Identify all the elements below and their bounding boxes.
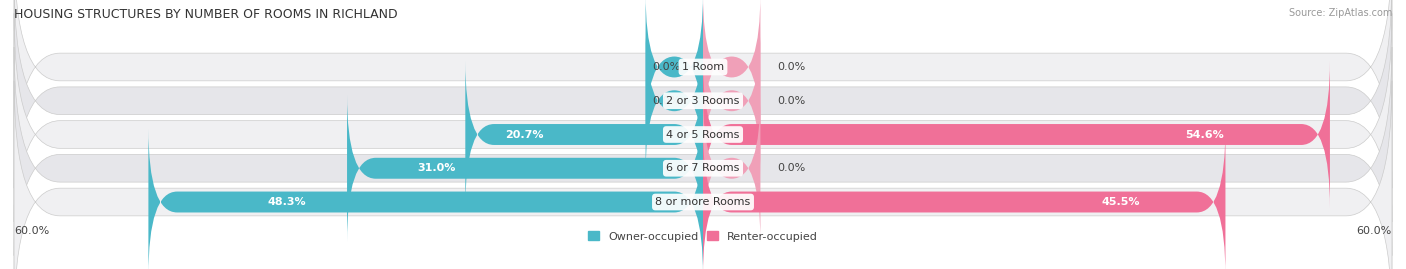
FancyBboxPatch shape	[14, 0, 1392, 188]
FancyBboxPatch shape	[14, 13, 1392, 256]
FancyBboxPatch shape	[645, 27, 703, 175]
Text: 31.0%: 31.0%	[416, 163, 456, 173]
Text: 8 or more Rooms: 8 or more Rooms	[655, 197, 751, 207]
FancyBboxPatch shape	[14, 47, 1392, 269]
Legend: Owner-occupied, Renter-occupied: Owner-occupied, Renter-occupied	[583, 227, 823, 246]
FancyBboxPatch shape	[14, 0, 1392, 222]
FancyBboxPatch shape	[347, 94, 703, 242]
Text: 4 or 5 Rooms: 4 or 5 Rooms	[666, 129, 740, 140]
Text: 0.0%: 0.0%	[652, 96, 681, 106]
Text: 60.0%: 60.0%	[14, 226, 49, 236]
Text: 60.0%: 60.0%	[1357, 226, 1392, 236]
FancyBboxPatch shape	[645, 0, 703, 141]
Text: 2 or 3 Rooms: 2 or 3 Rooms	[666, 96, 740, 106]
FancyBboxPatch shape	[703, 94, 761, 242]
FancyBboxPatch shape	[14, 81, 1392, 269]
FancyBboxPatch shape	[703, 61, 1330, 208]
Text: 45.5%: 45.5%	[1102, 197, 1140, 207]
FancyBboxPatch shape	[703, 128, 1226, 269]
Text: 0.0%: 0.0%	[652, 62, 681, 72]
Text: 1 Room: 1 Room	[682, 62, 724, 72]
Text: HOUSING STRUCTURES BY NUMBER OF ROOMS IN RICHLAND: HOUSING STRUCTURES BY NUMBER OF ROOMS IN…	[14, 8, 398, 21]
Text: 0.0%: 0.0%	[778, 96, 806, 106]
FancyBboxPatch shape	[703, 27, 761, 175]
FancyBboxPatch shape	[149, 128, 703, 269]
Text: 0.0%: 0.0%	[778, 163, 806, 173]
Text: 48.3%: 48.3%	[267, 197, 307, 207]
Text: 20.7%: 20.7%	[506, 129, 544, 140]
Text: 6 or 7 Rooms: 6 or 7 Rooms	[666, 163, 740, 173]
FancyBboxPatch shape	[465, 61, 703, 208]
Text: 54.6%: 54.6%	[1185, 129, 1225, 140]
FancyBboxPatch shape	[703, 0, 761, 141]
Text: 0.0%: 0.0%	[778, 62, 806, 72]
Text: Source: ZipAtlas.com: Source: ZipAtlas.com	[1288, 8, 1392, 18]
